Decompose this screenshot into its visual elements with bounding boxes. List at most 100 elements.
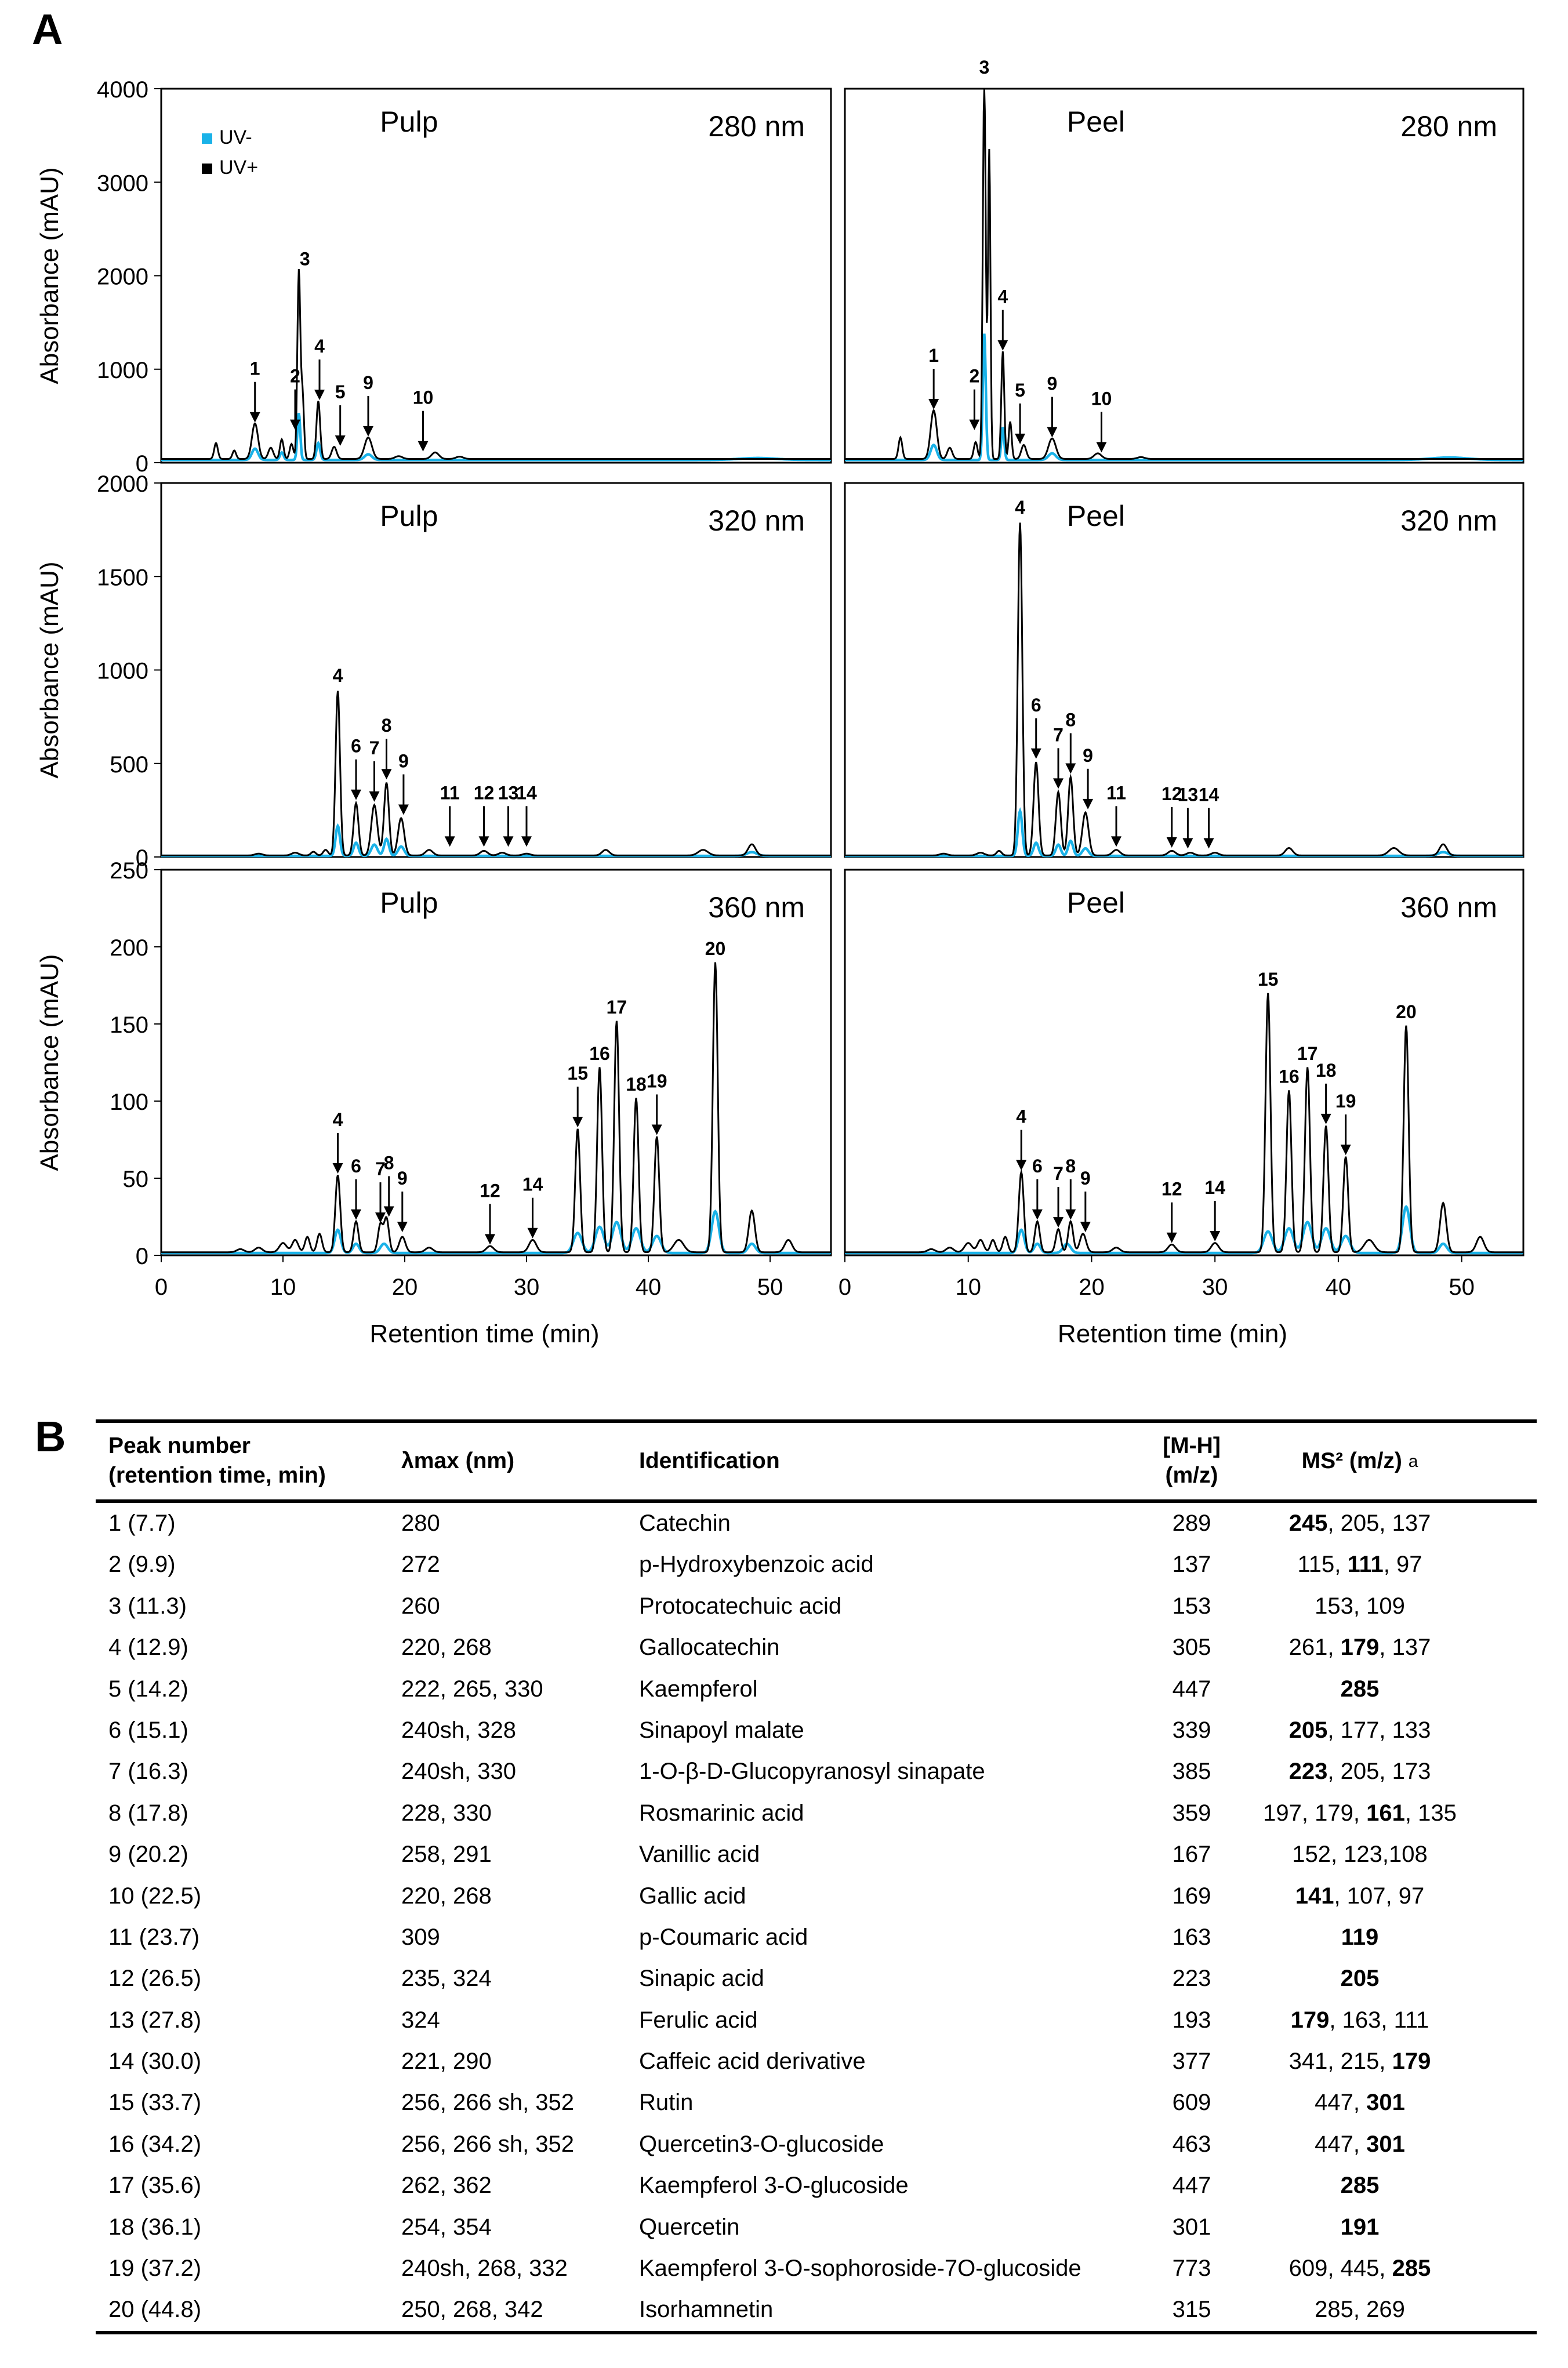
header-ms2: MS² (m/z) a — [1255, 1423, 1464, 1499]
peak-arrowhead — [1203, 838, 1214, 849]
peak-label: 14 — [516, 782, 537, 803]
y-tick-label: 4000 — [97, 77, 148, 103]
cell-id: Gallic acid — [639, 1883, 746, 1909]
cell-lambda: 240sh, 330 — [401, 1759, 516, 1785]
table-body: 1 (7.7) 280 Catechin 289 245, 205, 137 2 (9.9… — [96, 1503, 1537, 2331]
ms2-base-peak: 285 — [1340, 1676, 1380, 1702]
chart-wavelength: 320 nm — [708, 504, 805, 537]
chart-title: Pulp — [380, 106, 438, 138]
cell-peak: 10 (22.5) — [108, 1883, 202, 1909]
header-peak-line2: (retention time, min) — [108, 1463, 326, 1488]
peak-label: 11 — [440, 782, 460, 803]
table-row: 14 (30.0) 221, 290 Caffeic acid derivative… — [96, 2041, 1537, 2082]
x-tick-label: 10 — [955, 1274, 981, 1300]
peak-label: 19 — [647, 1071, 667, 1092]
plot-frame — [844, 869, 1525, 1256]
chart-title: Peel — [1067, 106, 1125, 138]
cell-mh: 193 — [1172, 2007, 1211, 2033]
peak-label: 8 — [384, 1152, 394, 1173]
peak-arrowhead — [363, 426, 373, 437]
peak-label: 18 — [626, 1074, 647, 1095]
table-row: 7 (16.3) 240sh, 330 1-O-β-D-Glucopyranosyl… — [96, 1751, 1537, 1792]
peak-label: 2 — [290, 366, 300, 387]
peak-arrowhead — [997, 340, 1008, 351]
panel-label-a: A — [32, 5, 63, 53]
peak-arrowhead — [381, 769, 392, 780]
x-tick-label: 0 — [839, 1274, 851, 1300]
table-header: Peak number (retention time, min) λmax (n… — [96, 1419, 1537, 1503]
table-row: 9 (20.2) 258, 291 Vanillic acid 167 152, 123… — [96, 1834, 1537, 1875]
peak-arrowhead — [351, 789, 361, 800]
ms2-base-peak: 301 — [1366, 2090, 1405, 2116]
legend-swatch — [202, 133, 212, 144]
peak-label: 4 — [997, 286, 1008, 307]
cell-peak: 4 (12.9) — [108, 1635, 188, 1661]
cell-id: Gallocatechin — [639, 1635, 780, 1661]
cell-mh: 609 — [1172, 2090, 1211, 2116]
peak-arrowhead — [1166, 1232, 1177, 1243]
chart-wavelength: 320 nm — [1400, 504, 1497, 537]
trace-uv-minus — [161, 823, 831, 858]
cell-mh: 385 — [1172, 1759, 1211, 1785]
header-peak-line1: Peak number — [108, 1433, 251, 1459]
cell-mh: 773 — [1172, 2256, 1211, 2282]
cell-ms2: 179, 163, 111 — [1255, 2000, 1464, 2041]
cell-ms2: 609, 445, 285 — [1255, 2248, 1464, 2289]
trace-uv-minus — [161, 413, 831, 462]
ms2-base-peak: 205 — [1340, 1966, 1380, 1992]
ms2-fragment: 609, 445, — [1288, 2256, 1392, 2282]
table-row: 10 (22.5) 220, 268 Gallic acid 169 141, 107,… — [96, 1876, 1537, 1917]
peak-arrowhead — [527, 1227, 538, 1239]
cell-mh: 447 — [1172, 1676, 1211, 1702]
table-row: 12 (26.5) 235, 324 Sinapic acid 223 205 — [96, 1958, 1537, 1999]
cell-peak: 17 (35.6) — [108, 2173, 202, 2199]
trace-uv-minus — [845, 1205, 1523, 1255]
peak-label: 20 — [1396, 1001, 1417, 1022]
plot-frame — [160, 482, 832, 858]
x-tick-label: 50 — [757, 1274, 783, 1300]
peak-label: 9 — [363, 372, 373, 393]
header-mh-line1: [M-H] — [1163, 1433, 1221, 1459]
peak-label: 15 — [1258, 969, 1279, 990]
cell-ms2: 285, 269 — [1255, 2289, 1464, 2330]
y-tick-label: 2000 — [97, 471, 148, 497]
cell-peak: 11 (23.7) — [108, 1924, 200, 1950]
peak-label: 19 — [1335, 1091, 1356, 1112]
chart-1: Pulp 280 nm 0 1000 2000 3000 4000 Absorbance (m… — [35, 77, 832, 477]
ms2-fragment: 152, 123,108 — [1292, 1842, 1428, 1868]
ms2-base-peak: 301 — [1366, 2131, 1405, 2157]
cell-lambda: 240sh, 268, 332 — [401, 2256, 568, 2282]
table-row: 17 (35.6) 262, 362 Kaempferol 3-O-glucosid… — [96, 2165, 1537, 2206]
cell-peak: 20 (44.8) — [108, 2297, 202, 2323]
y-tick-label: 0 — [136, 845, 148, 871]
y-tick-label: 1000 — [97, 358, 148, 383]
cell-mh: 169 — [1172, 1883, 1211, 1909]
cell-id: Ferulic acid — [639, 2007, 758, 2033]
table-bottom-rule — [96, 2330, 1537, 2334]
peak-label: 9 — [1080, 1168, 1091, 1189]
peak-label: 1 — [928, 345, 939, 366]
chart-2: Peel 280 nm 1 2 3 4 5 9 10 — [844, 57, 1525, 464]
legend-swatch — [202, 164, 212, 174]
cell-id: p-Coumaric acid — [639, 1924, 808, 1950]
cell-mh: 377 — [1172, 2049, 1211, 2075]
peak-arrowhead — [1065, 1209, 1076, 1220]
y-tick-label: 250 — [110, 858, 148, 884]
table-row: 18 (36.1) 254, 354 Quercetin 301 191 — [96, 2207, 1537, 2248]
peak-arrowhead — [249, 412, 260, 423]
peak-arrowhead — [418, 441, 429, 452]
cell-id: Sinapoyl malate — [639, 1717, 804, 1743]
y-tick-label: 1000 — [97, 659, 148, 684]
cell-ms2: 119 — [1255, 1917, 1464, 1958]
cell-id: 1-O-β-D-Glucopyranosyl sinapate — [639, 1759, 985, 1785]
peak-label: 4 — [1016, 1106, 1026, 1127]
peak-label: 7 — [369, 738, 380, 758]
header-mh: [M-H] (m/z) — [1142, 1423, 1241, 1499]
cell-ms2: 223, 205, 173 — [1255, 1751, 1464, 1792]
peak-arrowhead — [1111, 836, 1121, 847]
peak-label: 6 — [1031, 695, 1041, 716]
chart-wavelength: 360 nm — [1400, 891, 1497, 924]
table-row: 19 (37.2) 240sh, 268, 332 Kaempferol 3-O-s… — [96, 2248, 1537, 2289]
table-row: 4 (12.9) 220, 268 Gallocatechin 305 261, 179… — [96, 1627, 1537, 1668]
ms2-fragment: , 205, 173 — [1327, 1759, 1431, 1785]
